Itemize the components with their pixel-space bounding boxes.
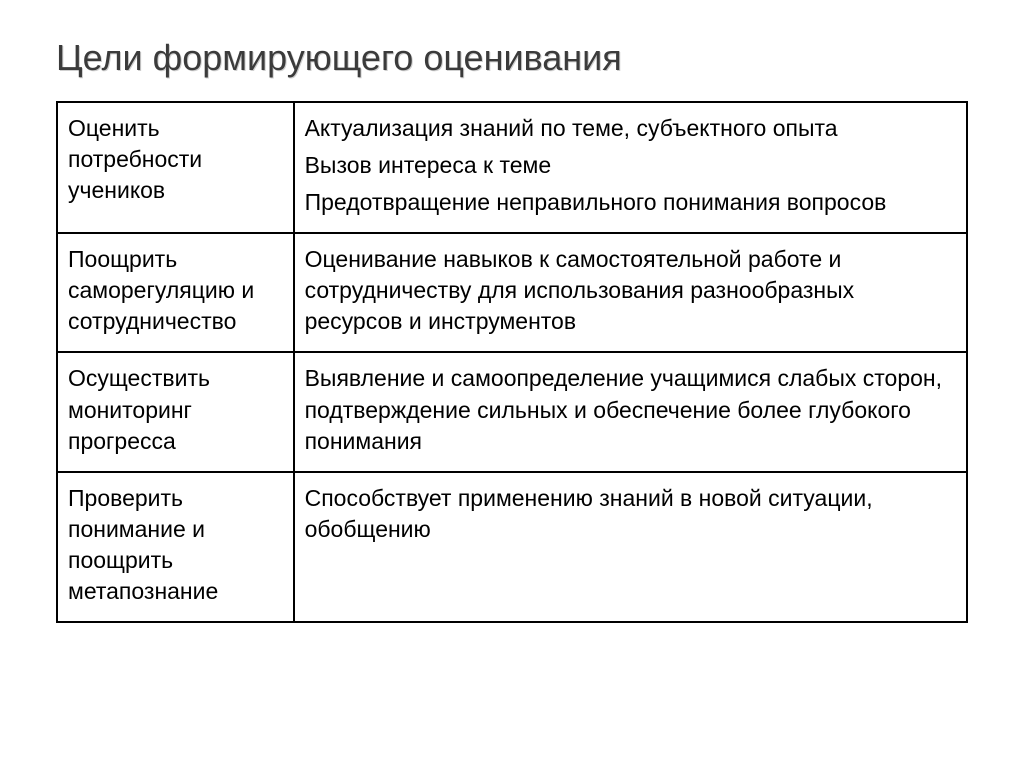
- desc-line: Вызов интереса к теме: [305, 150, 952, 181]
- table-row: Поощрить саморегуляцию и сотрудничество …: [57, 233, 967, 352]
- goal-cell: Осуществить мониторинг прогресса: [57, 352, 294, 471]
- desc-cell: Выявление и самоопределение учащимися сл…: [294, 352, 967, 471]
- page-title: Цели формирующего оценивания: [56, 36, 968, 79]
- desc-cell: Оценивание навыков к самостоятельной раб…: [294, 233, 967, 352]
- desc-cell: Актуализация знаний по теме, субъектного…: [294, 102, 967, 233]
- desc-line: Способствует применению знаний в новой с…: [305, 483, 952, 545]
- table-row: Осуществить мониторинг прогресса Выявлен…: [57, 352, 967, 471]
- desc-line: Актуализация знаний по теме, субъектного…: [305, 113, 952, 144]
- goal-cell: Проверить понимание и поощрить метапозна…: [57, 472, 294, 622]
- desc-line: Выявление и самоопределение учащимися сл…: [305, 363, 952, 456]
- desc-cell: Способствует применению знаний в новой с…: [294, 472, 967, 622]
- goals-table: Оценить потребности учеников Актуализаци…: [56, 101, 968, 623]
- desc-line: Оценивание навыков к самостоятельной раб…: [305, 244, 952, 337]
- goal-cell: Оценить потребности учеников: [57, 102, 294, 233]
- slide: Цели формирующего оценивания Оценить пот…: [0, 0, 1024, 767]
- table-row: Проверить понимание и поощрить метапозна…: [57, 472, 967, 622]
- desc-line: Предотвращение неправильного понимания в…: [305, 187, 952, 218]
- goal-cell: Поощрить саморегуляцию и сотрудничество: [57, 233, 294, 352]
- table-row: Оценить потребности учеников Актуализаци…: [57, 102, 967, 233]
